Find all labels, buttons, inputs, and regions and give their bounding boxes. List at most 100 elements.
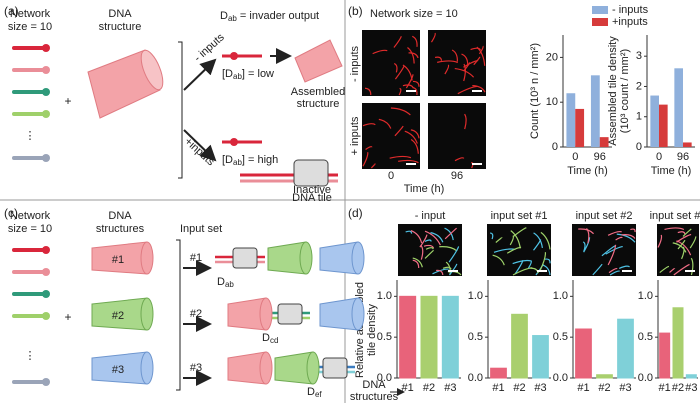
filament	[432, 268, 449, 275]
filament	[411, 35, 418, 47]
filament	[430, 232, 444, 243]
filament	[513, 227, 527, 237]
y-axis-label: tile density	[366, 304, 378, 356]
bar	[441, 295, 459, 379]
filament	[365, 146, 373, 150]
filament	[608, 267, 618, 274]
filament	[402, 84, 414, 88]
filament	[394, 65, 405, 80]
arrow	[183, 129, 217, 162]
text: DNA	[362, 379, 386, 391]
filament	[408, 52, 419, 59]
legend-swatch	[592, 18, 608, 26]
filament	[676, 233, 692, 243]
x-tick-label: #3	[685, 382, 697, 394]
filament	[454, 157, 465, 162]
filament	[464, 113, 467, 130]
x-tick-label: 96	[677, 151, 689, 163]
filament	[540, 231, 551, 250]
panel-label: (c)	[4, 206, 18, 220]
legend-label: - inputs	[612, 4, 649, 16]
dots: ⋮	[25, 350, 36, 362]
text: [Dab] = high	[222, 154, 278, 167]
y-tick-label: 0	[552, 141, 558, 153]
x-axis-label: Time (h)	[651, 165, 692, 177]
tube-end	[351, 241, 365, 275]
filament	[362, 152, 369, 167]
text: DNA	[108, 210, 132, 222]
text: DNA	[108, 8, 132, 20]
filament	[659, 265, 670, 274]
arrow-label: #1	[190, 252, 202, 264]
bar	[420, 295, 438, 379]
filament	[664, 227, 685, 231]
subscript: cd	[270, 336, 278, 345]
filament	[607, 230, 622, 236]
text: Network	[10, 8, 51, 20]
y-tick-label: 1	[636, 111, 642, 123]
text: [Dab] = low	[222, 68, 274, 81]
output-label: Def	[307, 386, 322, 399]
panel-label: (a)	[4, 4, 19, 18]
bar	[650, 95, 659, 147]
bar	[566, 93, 576, 147]
tile	[232, 247, 258, 269]
filament	[592, 263, 603, 276]
filament	[390, 107, 411, 116]
tube-end	[351, 297, 365, 331]
filament	[463, 62, 471, 71]
panel-label: (d)	[348, 206, 363, 220]
filament	[448, 246, 460, 263]
bracket	[178, 41, 183, 179]
filament	[539, 252, 547, 271]
filament	[673, 263, 690, 276]
filament	[512, 259, 532, 265]
bar	[599, 137, 609, 147]
filament	[407, 47, 415, 64]
x-tick-label: 96	[594, 151, 606, 163]
text: Assembled	[291, 86, 345, 98]
filament	[457, 85, 478, 95]
filament	[372, 49, 388, 55]
text: structure	[297, 98, 340, 110]
arrow-label: #3	[190, 362, 202, 374]
micrograph	[428, 103, 486, 169]
y-tick-label: 0.5	[377, 331, 392, 343]
title: Network size = 10	[370, 8, 458, 20]
text: DNA tile	[292, 192, 332, 204]
row-label: + inputs	[349, 116, 361, 155]
subscript: ab	[225, 280, 234, 289]
tube-label: #2	[112, 310, 124, 322]
filament	[506, 246, 522, 254]
symbol: D	[262, 332, 270, 344]
filament	[398, 87, 402, 96]
text: size = 10	[8, 21, 52, 33]
filament	[370, 163, 376, 169]
filament	[621, 234, 636, 239]
panel-b: (b) Network size = 10 - inputs + inputs …	[348, 4, 463, 195]
filament	[470, 47, 482, 51]
filament	[618, 265, 630, 269]
tube-end	[140, 351, 154, 385]
filament	[615, 236, 623, 241]
symbol: D	[307, 386, 315, 398]
filament	[434, 56, 443, 61]
panel-c: (c) Network size = 10 DNA structures Inp…	[4, 206, 222, 391]
y-tick-label: 1.0	[553, 290, 568, 302]
x-tick-label: #1	[402, 382, 414, 394]
text: - inputs	[192, 31, 227, 64]
filament	[398, 159, 419, 164]
bar	[399, 295, 417, 379]
bar	[674, 68, 683, 147]
filament	[389, 155, 412, 159]
filament	[492, 254, 505, 266]
bar	[575, 108, 585, 147]
filament	[582, 241, 586, 252]
bar	[659, 332, 671, 379]
tube-end	[140, 49, 164, 91]
filament	[394, 125, 404, 137]
text: structure	[99, 21, 142, 33]
filament	[510, 230, 521, 249]
legend-swatch	[592, 6, 608, 14]
filament	[393, 62, 398, 73]
